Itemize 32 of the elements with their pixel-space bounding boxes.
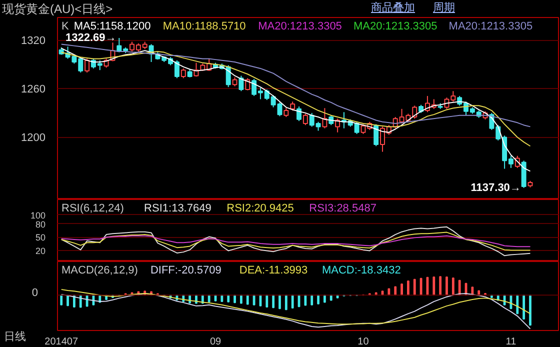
annotation: 1322.69→ (66, 32, 116, 44)
x-axis-title: 日线 (4, 330, 26, 346)
x-tick-label: 11 (506, 336, 517, 347)
text: RSI2:20.9425 (226, 202, 294, 214)
text: 周期 (433, 1, 455, 16)
annotation: K (62, 20, 70, 32)
chart-title: MACD(26,12,9) (62, 264, 138, 276)
text: DEA:-11.3993 (239, 264, 308, 276)
y-tick-label: 20 (35, 246, 46, 256)
legend-label: MA20:1213.3305 (353, 20, 438, 32)
chart-title: RSI(6,12,24) (62, 202, 124, 214)
series-label: MACD:-18.3432 (322, 264, 401, 276)
y-tick-label: 1260 (21, 84, 46, 96)
x-tick-label: 09 (210, 336, 222, 347)
text: RSI3:28.5487 (309, 202, 376, 214)
x-tick-label: 201407 (44, 336, 78, 347)
y-tick-label: 50 (35, 232, 46, 243)
text: MA20:1213.3305 (448, 20, 533, 32)
y-tick-label: 100 (30, 210, 46, 220)
series-label: MA10:1188.5710 (162, 20, 246, 32)
series-label: RSI1:13.7649 (144, 202, 212, 214)
series-label: DIFF:-20.5709 (150, 264, 222, 276)
text: 0 (32, 286, 38, 301)
chart-title: 现货黄金(AU)<日线> (2, 1, 113, 18)
text: 商品叠加 (371, 1, 415, 16)
series-label: MA5:1158.1200 (74, 20, 151, 32)
annotation: 1137.30→ (470, 182, 521, 194)
legend-label: MA20:1213.3305 (258, 20, 342, 32)
y-tick-label: 80 (35, 219, 46, 230)
x-tick-label: 10 (358, 336, 370, 347)
y-tick-label: 1320 (21, 35, 46, 48)
y-tick-label: 1200 (21, 132, 46, 144)
